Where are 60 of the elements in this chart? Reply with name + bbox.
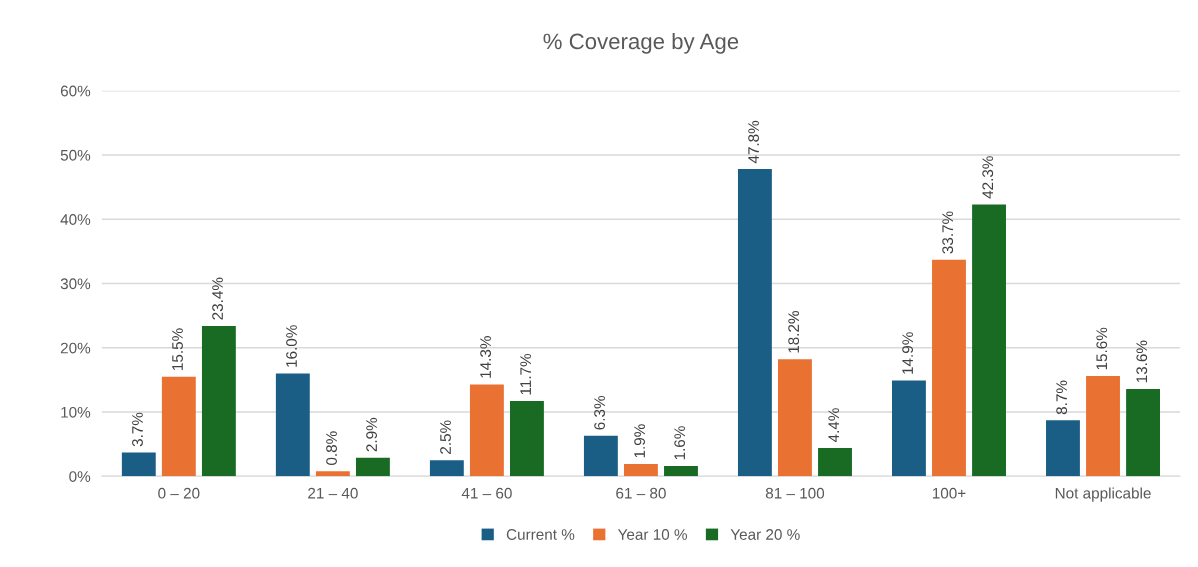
y-tick-label: 0% (69, 471, 91, 482)
y-tick-label: 10% (61, 406, 91, 418)
bar (737, 169, 772, 477)
data-label: 2.5% (440, 420, 451, 454)
data-label: 4.4% (828, 408, 840, 443)
data-label: 16.0% (286, 325, 297, 367)
data-label: 6.3% (594, 395, 605, 430)
x-tick-label: 0 – 20 (158, 487, 200, 499)
data-label: 15.6% (1096, 327, 1108, 370)
data-label: 3.7% (132, 412, 143, 447)
bar (778, 359, 812, 477)
bar (429, 460, 464, 477)
y-tick-label: 60% (60, 85, 91, 97)
bar (1046, 420, 1080, 477)
bar (1086, 376, 1120, 477)
data-label: 11.7% (520, 353, 531, 395)
data-label: 2.9% (366, 417, 378, 452)
legend-label: Current % (506, 529, 575, 540)
bar (201, 325, 236, 477)
bar (161, 376, 196, 477)
data-label: 13.6% (1136, 340, 1148, 383)
data-label: 47.8% (748, 120, 760, 164)
data-label: 1.6% (674, 426, 686, 460)
bar (664, 466, 698, 477)
bar (510, 401, 544, 477)
y-tick-label: 50% (60, 149, 91, 161)
y-tick-label: 30% (60, 278, 91, 290)
x-tick-label: 41 – 60 (461, 487, 512, 499)
bar (275, 373, 310, 477)
bar (315, 471, 350, 477)
data-label: 1.9% (634, 424, 646, 458)
bar (623, 464, 658, 477)
y-tick-label: 20% (60, 342, 91, 354)
bar (355, 457, 390, 477)
bar (818, 448, 852, 477)
x-tick-label: 100+ (932, 487, 966, 499)
data-label: 0.8% (326, 431, 337, 465)
bar (583, 435, 618, 477)
bar (932, 259, 966, 477)
chart-title: % Coverage by Age (543, 32, 739, 54)
legend-label: Year 20 % (730, 529, 800, 540)
data-label: 42.3% (982, 156, 994, 199)
data-label: 23.4% (212, 277, 223, 320)
x-tick-label: Not applicable (1055, 487, 1151, 502)
bar (1126, 388, 1161, 477)
data-label: 14.3% (480, 336, 491, 378)
data-label: 33.7% (942, 211, 954, 254)
bar (121, 452, 156, 477)
x-tick-label: 61 – 80 (616, 487, 666, 499)
bar (469, 384, 504, 477)
data-label: 14.9% (902, 332, 914, 374)
x-tick-label: 21 – 40 (308, 487, 358, 499)
data-label: 15.5% (172, 328, 183, 370)
data-label: 18.2% (788, 311, 800, 353)
data-label: 8.7% (1056, 380, 1068, 415)
bar (972, 204, 1006, 477)
bar (892, 380, 926, 477)
y-tick-label: 40% (60, 214, 91, 225)
x-tick-label: 81 – 100 (765, 487, 825, 499)
legend-label: Year 10 % (617, 529, 687, 540)
